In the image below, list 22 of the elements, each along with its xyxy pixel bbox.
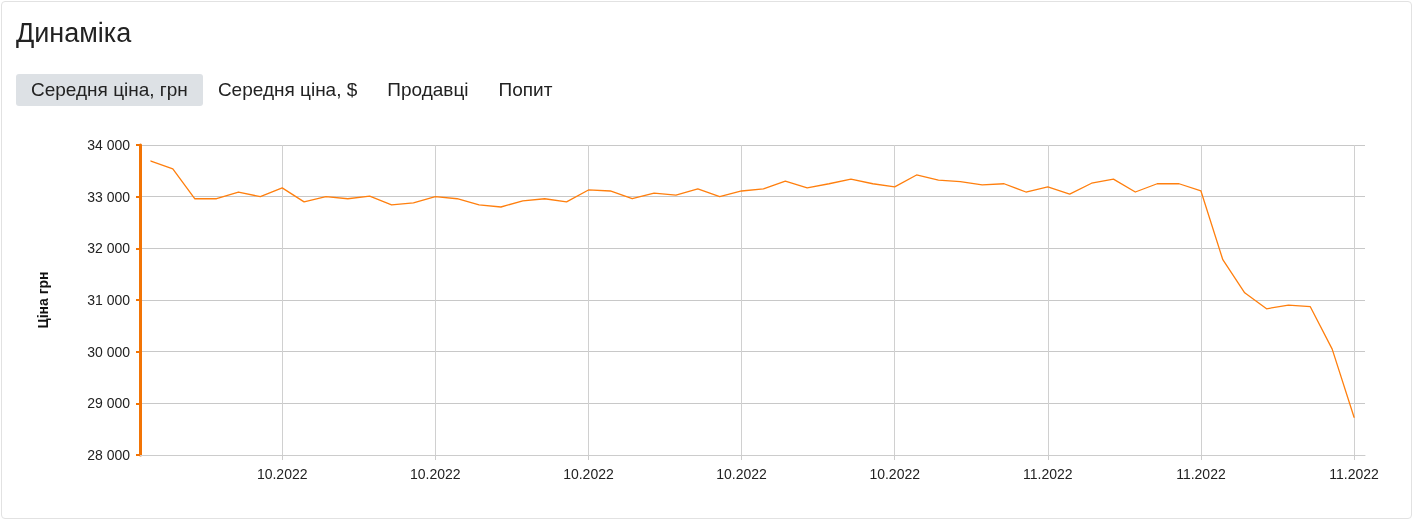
text: Попит xyxy=(497,78,554,102)
y-tick-label: 30 000 xyxy=(87,343,131,360)
text: Продавці xyxy=(386,78,470,102)
y-tick-label: 31 000 xyxy=(87,292,131,308)
text: Середня ціна, $ xyxy=(216,78,359,102)
y-tick-label: 28 000 xyxy=(87,447,131,463)
y-tick-label: 32 000 xyxy=(87,240,131,257)
x-tick-label: 10.2022 xyxy=(256,466,308,482)
x-tick-label: 10.2022 xyxy=(410,466,461,482)
chart-title: Динаміка xyxy=(16,18,132,49)
x-tick-label: 11.2022 xyxy=(1329,466,1380,482)
x-tick-label: 10.2022 xyxy=(716,466,768,482)
x-tick-label: 10.2022 xyxy=(563,466,614,482)
y-axis-title: Ціна грн xyxy=(35,271,51,329)
text: Середня ціна, грн xyxy=(16,74,203,106)
x-tick-label: 11.2022 xyxy=(1176,466,1226,482)
line-series xyxy=(150,160,1355,418)
y-tick-label: 34 000 xyxy=(87,137,131,153)
x-tick-label: 11.2022 xyxy=(1023,466,1073,482)
y-tick-label: 29 000 xyxy=(87,395,131,412)
y-tick-label: 33 000 xyxy=(87,188,131,205)
x-tick-label: 10.2022 xyxy=(869,466,921,482)
